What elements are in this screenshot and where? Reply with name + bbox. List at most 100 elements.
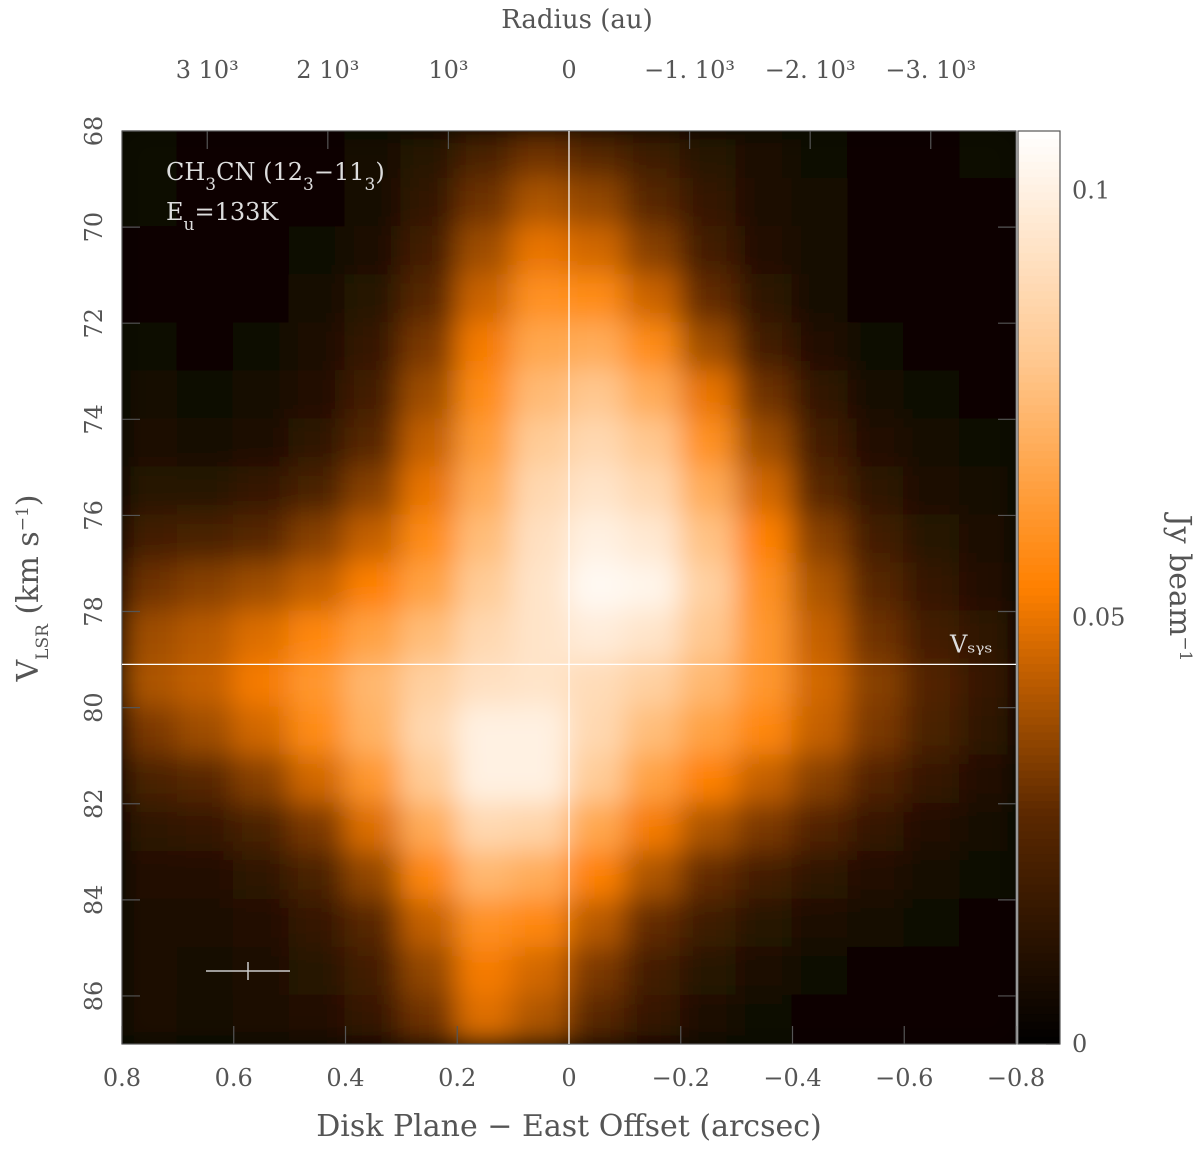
- x-tick-label: 0.8: [103, 1064, 141, 1092]
- colorbar-step: [1018, 785, 1060, 794]
- heatmap-cell: [847, 562, 906, 613]
- heatmap-cell: [959, 850, 1016, 901]
- colorbar-step: [1018, 655, 1060, 665]
- colorbar-step: [1018, 199, 1060, 208]
- heatmap-cell: [122, 562, 179, 613]
- heatmap-cell: [903, 562, 962, 613]
- heatmap-cell: [959, 322, 1016, 373]
- heatmap-cell: [903, 418, 962, 469]
- colorbar-step: [1018, 617, 1060, 627]
- colorbar-step: [1018, 572, 1060, 581]
- heatmap-cell: [400, 370, 459, 421]
- heatmap-cell: [288, 850, 347, 901]
- colorbar-step: [1018, 526, 1060, 535]
- heatmap-cell: [791, 802, 850, 853]
- heatmap-cell: [903, 610, 962, 661]
- heatmap-cell: [176, 850, 235, 901]
- colorbar-step: [1018, 762, 1060, 771]
- text-part: ): [11, 494, 46, 506]
- heatmap-cell: [679, 514, 738, 565]
- heatmap-cell: [344, 274, 403, 325]
- heatmap-cell: [623, 658, 682, 709]
- colorbar-step: [1018, 351, 1060, 360]
- heatmap-cell: [959, 226, 1016, 277]
- colorbar-step: [1018, 267, 1060, 277]
- heatmap-cell: [903, 370, 962, 421]
- heatmap-cell: [400, 802, 459, 853]
- colorbar-step: [1018, 967, 1060, 977]
- heatmap-cell: [176, 754, 235, 805]
- heatmap-cell: [568, 850, 626, 901]
- colorbar-step: [1018, 541, 1060, 550]
- heatmap-cell: [568, 946, 626, 997]
- heatmap-cell: [288, 610, 347, 661]
- heatmap-cell: [903, 226, 962, 277]
- heatmap-cell: [568, 610, 626, 661]
- colorbar-step: [1018, 1036, 1060, 1045]
- colorbar-step: [1018, 815, 1060, 824]
- colorbar-step: [1018, 983, 1060, 992]
- heatmap-cell: [791, 898, 850, 949]
- y-tick-label: 84: [80, 885, 108, 916]
- heatmap-cell: [903, 706, 962, 757]
- x2-tick-label: 0: [561, 56, 576, 84]
- heatmap-cell: [122, 802, 179, 853]
- heatmap-cell: [288, 226, 347, 277]
- heatmap-cell: [288, 562, 347, 613]
- heatmap-cell: [568, 274, 626, 325]
- heatmap-cell: [512, 370, 570, 421]
- colorbar-step: [1018, 313, 1060, 322]
- heatmap-cell: [512, 274, 570, 325]
- colorbar-step: [1018, 922, 1060, 931]
- heatmap-cell: [232, 706, 291, 757]
- heatmap-cell: [512, 898, 570, 949]
- heatmap-cell: [568, 802, 626, 853]
- heatmap-cell: [903, 322, 962, 373]
- heatmap-cell: [791, 418, 850, 469]
- heatmap-cell: [623, 850, 682, 901]
- heatmap-cell: [456, 178, 515, 229]
- heatmap-cell: [400, 226, 459, 277]
- heatmap-cell: [344, 706, 403, 757]
- heatmap-cell: [232, 514, 291, 565]
- heatmap-cell: [959, 706, 1016, 757]
- colorbar-step: [1018, 131, 1060, 140]
- heatmap-cell: [679, 131, 738, 181]
- colorbar-step: [1018, 366, 1060, 375]
- heatmap-cell: [512, 610, 570, 661]
- x-tick-label: 0.2: [438, 1064, 476, 1092]
- heatmap-cell: [232, 850, 291, 901]
- annotation-line1: CH3CN (123−113): [166, 158, 385, 195]
- text-part: =133K: [194, 198, 279, 226]
- heatmap-cell: [623, 514, 682, 565]
- colorbar-step: [1018, 1021, 1060, 1030]
- heatmap-cell: [344, 802, 403, 853]
- text-part: (km s: [11, 531, 46, 624]
- heatmap-cell: [568, 898, 626, 949]
- colorbar-step: [1018, 488, 1060, 497]
- heatmap-cell: [791, 274, 850, 325]
- text-part: u: [184, 215, 195, 235]
- heatmap-cell: [735, 658, 794, 709]
- text-part: 3: [365, 175, 376, 195]
- heatmap-cell: [735, 562, 794, 613]
- heatmap-cell: [122, 754, 179, 805]
- heatmap-cell: [847, 658, 906, 709]
- heatmap-cell: [288, 994, 347, 1044]
- colorbar-step: [1018, 945, 1060, 954]
- heatmap-cell: [679, 898, 738, 949]
- heatmap-cell: [232, 370, 291, 421]
- heatmap-cell: [791, 994, 850, 1044]
- heatmap-cell: [232, 994, 291, 1044]
- y-tick-label: 74: [80, 404, 108, 435]
- colorbar-step: [1018, 480, 1060, 490]
- colorbar-step: [1018, 595, 1060, 604]
- heatmap-cell: [847, 610, 906, 661]
- heatmap-cell: [344, 994, 403, 1044]
- heatmap-cell: [847, 850, 906, 901]
- colorbar-step: [1018, 534, 1060, 543]
- colorbar-step: [1018, 732, 1060, 741]
- heatmap-cell: [903, 898, 962, 949]
- heatmap-cell: [344, 370, 403, 421]
- heatmap-cell: [122, 226, 179, 277]
